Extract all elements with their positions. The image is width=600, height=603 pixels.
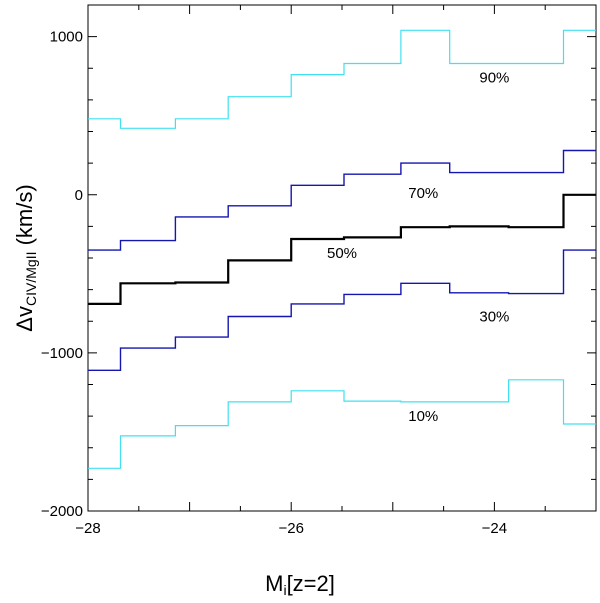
x-axis-title: Mi[z=2] xyxy=(265,571,335,598)
y-axis-title: ΔvCIV/MgII (km/s) xyxy=(12,184,39,331)
series-layer xyxy=(88,29,596,469)
y-tick-label: −2000 xyxy=(41,503,83,520)
series-label-90pct: 90% xyxy=(479,69,509,86)
x-tick-label: −28 xyxy=(75,520,100,537)
tick-layer: −28 −26 −24 −2000 −1000 0 1000 xyxy=(41,5,596,537)
series-label-10pct: 10% xyxy=(408,408,438,425)
series-label-layer: 10% 30% 50% 70% 90% xyxy=(327,69,509,424)
series-line-10pct xyxy=(88,379,596,469)
x-tick-label: −26 xyxy=(278,520,303,537)
series-line-50pct xyxy=(88,193,596,305)
y-tick-label: 1000 xyxy=(50,29,83,46)
y-tick-label: 0 xyxy=(75,187,83,204)
y-tick-label: −1000 xyxy=(41,345,83,362)
x-tick-label: −24 xyxy=(482,520,507,537)
series-label-70pct: 70% xyxy=(408,185,438,202)
series-line-90pct xyxy=(88,29,596,129)
series-line-70pct xyxy=(88,149,596,251)
series-label-30pct: 30% xyxy=(479,308,509,325)
series-label-50pct: 50% xyxy=(327,245,357,262)
series-line-30pct xyxy=(88,249,596,371)
